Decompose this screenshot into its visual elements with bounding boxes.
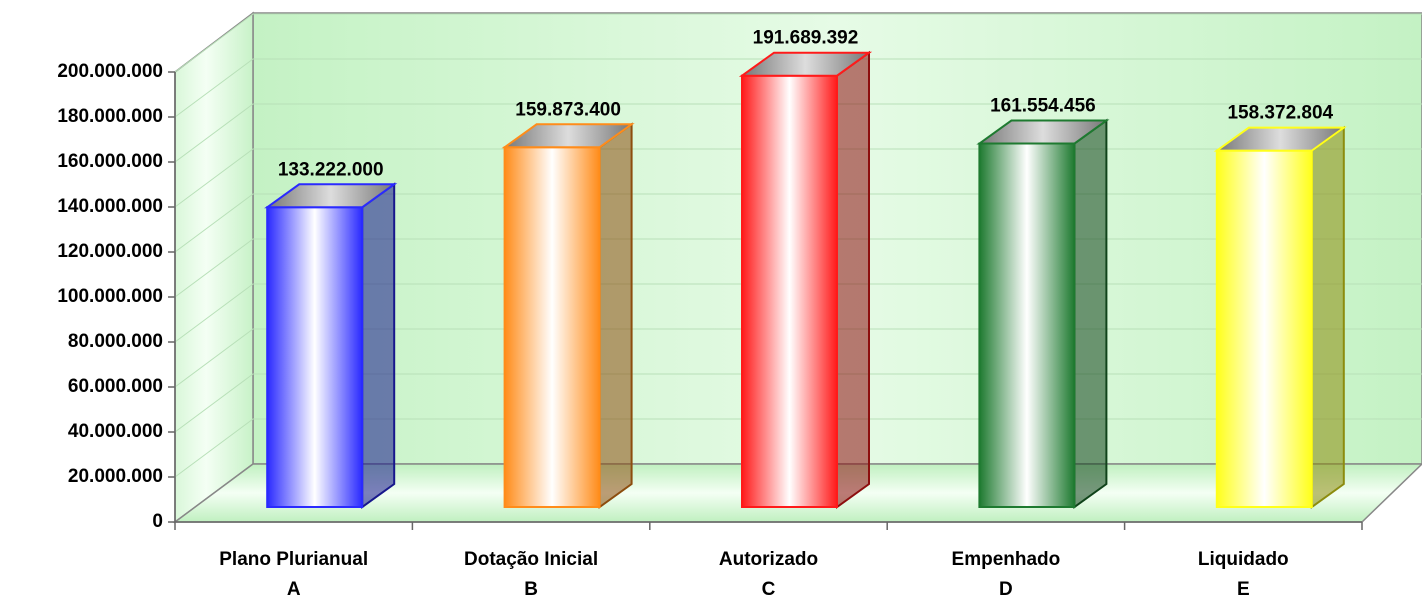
y-tick-label: 60.000.000 (68, 376, 163, 397)
x-tick-label: Plano Plurianual (219, 549, 368, 570)
y-tick-label: 160.000.000 (57, 151, 163, 172)
bar-side (598, 122, 633, 509)
grid-line (174, 13, 1422, 73)
bar-side (836, 50, 870, 509)
y-tick-label: 120.000.000 (57, 241, 163, 262)
y-tick-label: 140.000.000 (57, 196, 163, 217)
bar (741, 74, 838, 508)
value-label: 191.689.392 (753, 28, 859, 49)
value-label: 158.372.804 (1227, 103, 1333, 124)
value-label: 159.873.400 (515, 99, 621, 120)
bar-top (976, 119, 1110, 145)
y-tick-label: 0 (152, 511, 163, 532)
x-tick-code: C (762, 579, 776, 600)
y-tick-label: 180.000.000 (57, 106, 163, 127)
grid-line (174, 58, 1422, 118)
bar-top (264, 183, 398, 209)
bar (266, 206, 364, 509)
y-tick-label: 80.000.000 (68, 331, 163, 352)
bar-top (738, 51, 873, 77)
bar (1215, 149, 1313, 508)
y-tick-label: 200.000.000 (57, 61, 163, 82)
y-tick-label: 40.000.000 (68, 421, 163, 442)
bar-top (1213, 126, 1347, 152)
bar (503, 146, 601, 508)
x-tick-code: B (524, 579, 538, 600)
bar (978, 142, 1076, 508)
x-tick-label: Liquidado (1198, 549, 1289, 570)
bar-side (361, 182, 396, 509)
bar-side (1073, 118, 1108, 509)
y-tick-label: 100.000.000 (57, 286, 163, 307)
x-tick-label: Dotação Inicial (464, 549, 598, 570)
bar-top (501, 123, 635, 149)
x-tick-label: Empenhado (952, 549, 1061, 570)
bar-side (1310, 125, 1345, 509)
y-tick-label: 20.000.000 (68, 466, 163, 487)
x-tick-code: E (1237, 579, 1250, 600)
value-label: 133.222.000 (278, 159, 384, 180)
x-tick-label: Autorizado (719, 549, 818, 570)
x-tick-code: A (287, 579, 301, 600)
value-label: 161.554.456 (990, 96, 1096, 117)
grid-line (174, 103, 1422, 163)
x-tick-code: D (999, 579, 1013, 600)
